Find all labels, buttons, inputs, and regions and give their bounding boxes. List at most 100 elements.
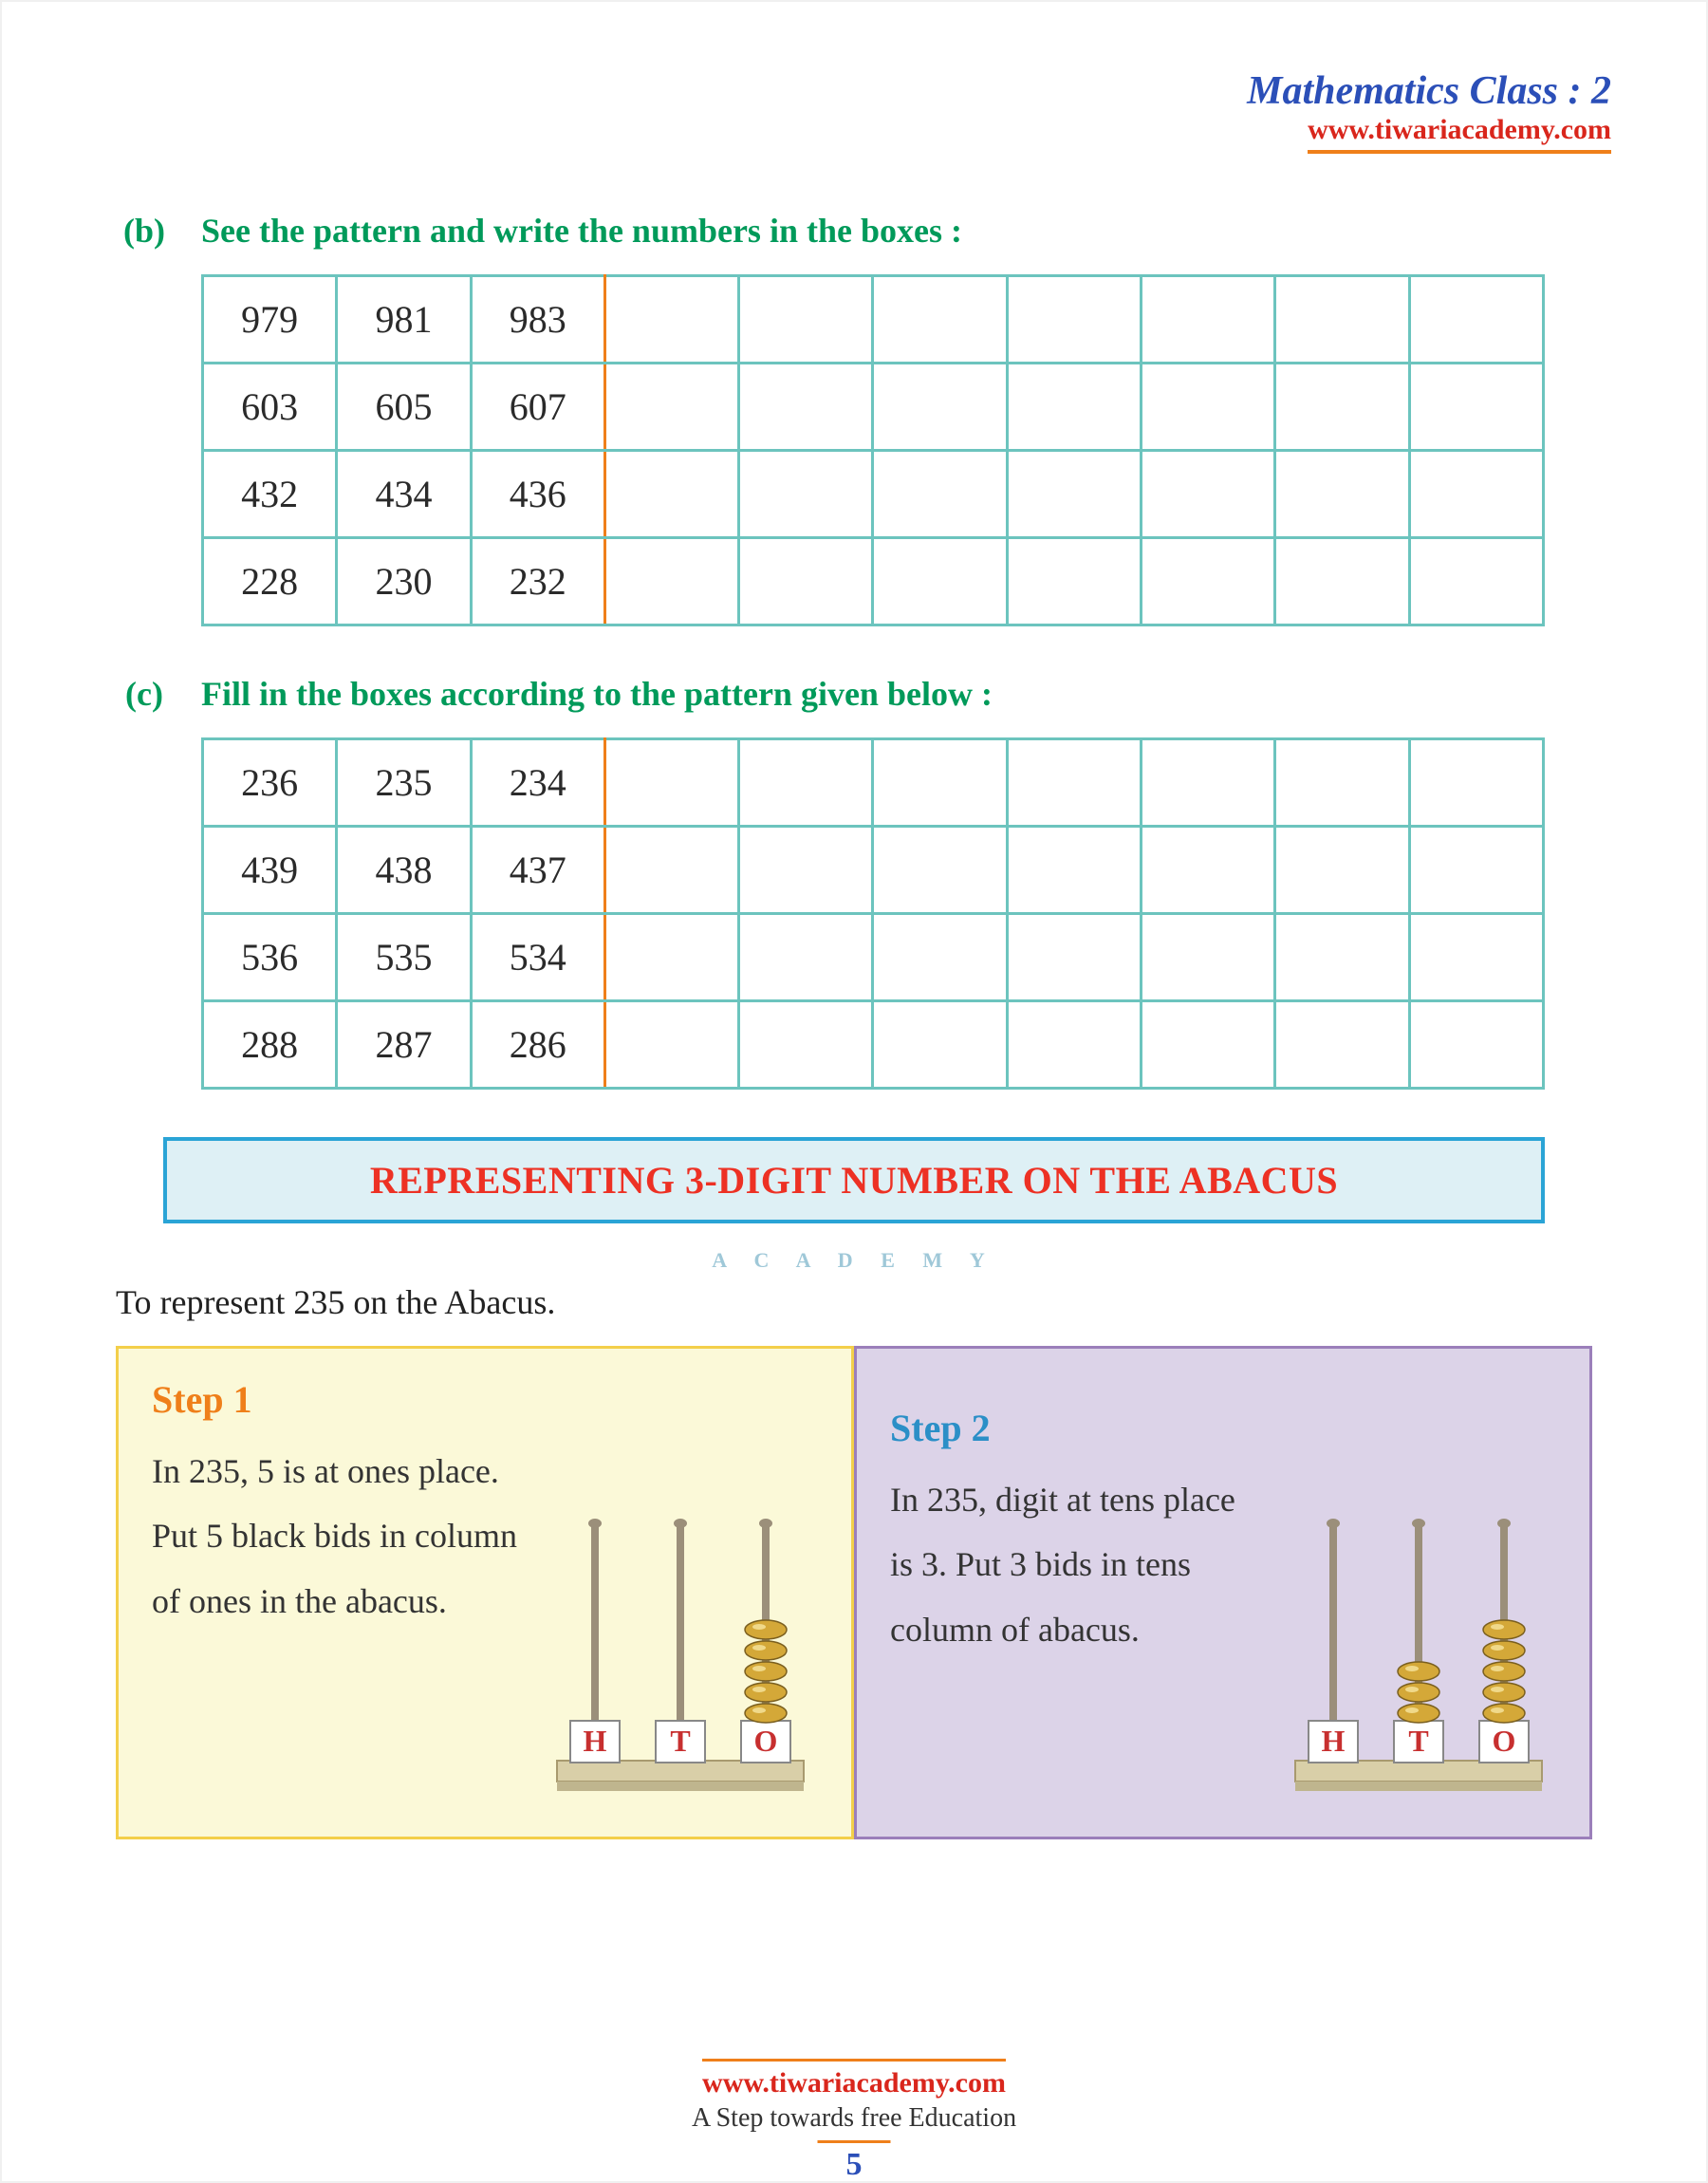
pattern-cell: [1007, 364, 1141, 451]
pattern-table-c: 236235234439438437536535534288287286: [201, 737, 1545, 1090]
page-number: 5: [818, 2140, 891, 2183]
pattern-cell: [1409, 276, 1543, 364]
pattern-cell: 434: [337, 451, 471, 538]
section-banner: REPRESENTING 3-DIGIT NUMBER ON THE ABACU…: [163, 1137, 1545, 1223]
pattern-cell: [873, 914, 1007, 1001]
pattern-cell: [1409, 364, 1543, 451]
footer-tagline: A Step towards free Education: [2, 2103, 1706, 2134]
pattern-cell: [873, 276, 1007, 364]
pattern-cell: [1007, 276, 1141, 364]
pattern-cell: 605: [337, 364, 471, 451]
abacus-step-1: HTO: [538, 1504, 823, 1808]
pattern-cell: [739, 1001, 873, 1089]
pattern-cell: 436: [471, 451, 604, 538]
pattern-cell: [873, 1001, 1007, 1089]
pattern-cell: [739, 364, 873, 451]
pattern-cell: [739, 914, 873, 1001]
pattern-cell: [604, 739, 738, 827]
page-footer: www.tiwariacademy.com A Step towards fre…: [2, 2059, 1706, 2134]
pattern-cell: [1275, 538, 1409, 625]
header-title: Mathematics Class : 2: [87, 68, 1611, 114]
pattern-cell: [739, 276, 873, 364]
pattern-cell: 432: [203, 451, 337, 538]
pattern-cell: [1409, 739, 1543, 827]
pattern-cell: 287: [337, 1001, 471, 1089]
pattern-cell: [1409, 538, 1543, 625]
question-b-text: See the pattern and write the numbers in…: [201, 211, 1621, 251]
pattern-cell: [873, 364, 1007, 451]
pattern-cell: 439: [203, 827, 337, 914]
step-1-body: In 235, 5 is at ones place. Put 5 black …: [152, 1439, 518, 1633]
pattern-cell: [739, 827, 873, 914]
pattern-table-b: 979981983603605607432434436228230232: [201, 274, 1545, 626]
pattern-cell: 234: [471, 739, 604, 827]
svg-text:T: T: [1408, 1724, 1428, 1758]
pattern-cell: [1007, 914, 1141, 1001]
pattern-cell: [1142, 827, 1275, 914]
pattern-cell: [604, 451, 738, 538]
pattern-cell: 236: [203, 739, 337, 827]
pattern-cell: [604, 276, 738, 364]
pattern-cell: 534: [471, 914, 604, 1001]
pattern-cell: [873, 827, 1007, 914]
pattern-cell: 235: [337, 739, 471, 827]
pattern-cell: [604, 538, 738, 625]
pattern-cell: [604, 914, 738, 1001]
steps-container: Step 1 In 235, 5 is at ones place. Put 5…: [116, 1346, 1592, 1839]
pattern-cell: [1007, 827, 1141, 914]
abacus-step-2: HTO: [1276, 1504, 1561, 1808]
pattern-cell: [1409, 914, 1543, 1001]
pattern-cell: 535: [337, 914, 471, 1001]
question-c-row: (c) Fill in the boxes according to the p…: [87, 674, 1621, 714]
pattern-cell: [1007, 1001, 1141, 1089]
pattern-cell: 603: [203, 364, 337, 451]
pattern-cell: [1007, 538, 1141, 625]
intro-text: To represent 235 on the Abacus.: [116, 1282, 1621, 1322]
pattern-cell: [873, 538, 1007, 625]
pattern-cell: 437: [471, 827, 604, 914]
pattern-cell: [1409, 827, 1543, 914]
step-1-card: Step 1 In 235, 5 is at ones place. Put 5…: [116, 1346, 854, 1839]
pattern-cell: [1275, 364, 1409, 451]
pattern-cell: 286: [471, 1001, 604, 1089]
pattern-cell: [1275, 739, 1409, 827]
svg-text:O: O: [754, 1724, 778, 1758]
question-c-label: (c): [87, 674, 201, 714]
step-2-body: In 235, digit at tens place is 3. Put 3 …: [890, 1467, 1256, 1662]
pattern-cell: [604, 827, 738, 914]
pattern-cell: 438: [337, 827, 471, 914]
pattern-cell: [1409, 451, 1543, 538]
section-title: REPRESENTING 3-DIGIT NUMBER ON THE ABACU…: [176, 1158, 1532, 1203]
step-1-title: Step 1: [152, 1377, 818, 1422]
watermark-text: A C A D E M Y: [87, 1248, 1621, 1273]
header-url: www.tiwariacademy.com: [1308, 114, 1611, 154]
worksheet-page: Mathematics Class : 2 www.tiwariacademy.…: [0, 0, 1708, 2183]
pattern-cell: [739, 739, 873, 827]
pattern-cell: 607: [471, 364, 604, 451]
pattern-cell: 230: [337, 538, 471, 625]
svg-text:H: H: [584, 1724, 607, 1758]
svg-text:H: H: [1322, 1724, 1346, 1758]
pattern-cell: [1142, 914, 1275, 1001]
pattern-cell: [739, 538, 873, 625]
pattern-cell: [739, 451, 873, 538]
pattern-cell: [1142, 538, 1275, 625]
pattern-cell: [1275, 276, 1409, 364]
pattern-cell: 983: [471, 276, 604, 364]
pattern-cell: 981: [337, 276, 471, 364]
pattern-cell: 536: [203, 914, 337, 1001]
pattern-cell: [1275, 827, 1409, 914]
pattern-cell: [1142, 276, 1275, 364]
footer-url: www.tiwariacademy.com: [702, 2059, 1006, 2099]
question-c-text: Fill in the boxes according to the patte…: [201, 674, 1621, 714]
question-b-row: (b) See the pattern and write the number…: [87, 211, 1621, 251]
page-header: Mathematics Class : 2 www.tiwariacademy.…: [87, 68, 1621, 154]
pattern-cell: [604, 1001, 738, 1089]
pattern-cell: [1275, 914, 1409, 1001]
svg-text:T: T: [670, 1724, 690, 1758]
pattern-cell: 979: [203, 276, 337, 364]
step-2-title: Step 2: [890, 1406, 1556, 1450]
pattern-cell: [1142, 1001, 1275, 1089]
pattern-cell: 232: [471, 538, 604, 625]
pattern-cell: [1142, 451, 1275, 538]
